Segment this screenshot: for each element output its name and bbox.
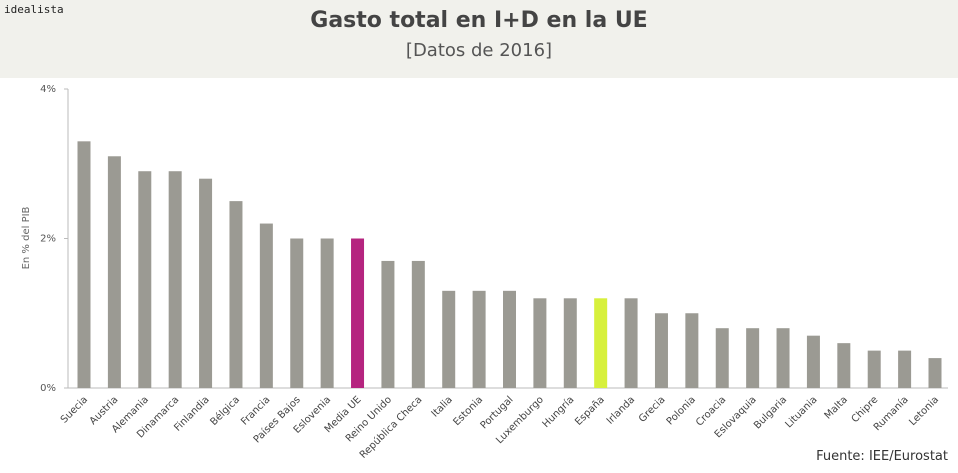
x-tick-label: Polonia xyxy=(665,394,698,427)
source-note: Fuente: IEE/Eurostat xyxy=(816,449,948,464)
bar xyxy=(77,141,91,388)
bar xyxy=(259,223,273,388)
x-tick-label: Suecia xyxy=(59,394,90,425)
bar xyxy=(867,350,881,388)
chart-subtitle: [Datos de 2016] xyxy=(405,40,553,61)
bar xyxy=(898,350,912,388)
bar xyxy=(351,238,365,388)
bar xyxy=(168,171,182,388)
x-tick-label: Malta xyxy=(823,394,850,421)
bar xyxy=(594,298,608,388)
bar xyxy=(533,298,547,388)
bar xyxy=(411,260,425,388)
bar xyxy=(290,238,304,388)
bar xyxy=(654,313,668,388)
bar xyxy=(563,298,577,388)
bar xyxy=(928,358,942,388)
bar xyxy=(442,290,456,388)
x-tick-label: Bulgaria xyxy=(752,394,789,431)
bar xyxy=(138,171,152,388)
bar xyxy=(503,290,516,388)
x-tick-label: Grecia xyxy=(637,394,668,425)
chart-header: idealista Gasto total en I+D en la UE [D… xyxy=(0,0,958,78)
bar xyxy=(685,313,699,388)
bar xyxy=(715,328,729,388)
chart-title: Gasto total en I+D en la UE xyxy=(310,8,648,33)
y-tick-label: 0% xyxy=(40,383,56,394)
x-tick-label: Hungría xyxy=(540,394,576,430)
bar xyxy=(381,260,395,388)
x-tick-label: España xyxy=(573,394,607,428)
x-tick-label: Italia xyxy=(430,394,455,419)
bar xyxy=(229,201,243,388)
bar xyxy=(320,238,334,388)
bar xyxy=(107,156,121,388)
y-tick-label: 4% xyxy=(40,84,56,95)
bar xyxy=(806,335,820,388)
bar xyxy=(472,290,486,388)
bar xyxy=(776,328,790,388)
y-tick-label: 2% xyxy=(40,234,56,245)
x-tick-label: Bélgica xyxy=(208,394,242,428)
bar xyxy=(199,178,213,388)
y-axis-label: En % del PIB xyxy=(21,206,32,269)
x-tick-label: Lituania xyxy=(783,394,819,430)
brand-logo: idealista xyxy=(4,3,64,16)
bar xyxy=(837,343,851,388)
bar xyxy=(624,298,638,388)
x-tick-label: Letonia xyxy=(907,394,941,428)
x-tick-label: Irlanda xyxy=(605,394,637,426)
bar xyxy=(746,328,760,388)
